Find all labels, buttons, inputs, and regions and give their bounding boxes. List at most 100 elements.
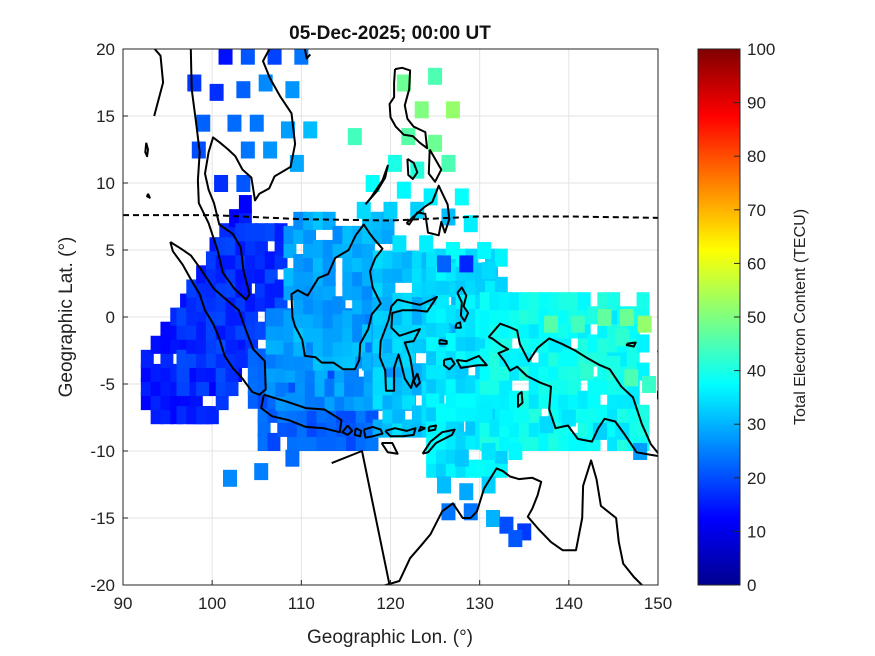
tec-cell xyxy=(465,319,479,338)
coastline xyxy=(625,341,637,348)
tec-cell xyxy=(283,282,297,301)
tec-cell xyxy=(548,390,562,409)
tec-cell xyxy=(322,324,336,343)
tec-cell xyxy=(445,242,460,259)
tec-cell xyxy=(334,392,348,411)
tec-cell xyxy=(215,307,229,326)
tec-cell xyxy=(593,422,608,440)
chart-title: 05-Dec-2025; 00:00 UT xyxy=(289,23,491,44)
tec-cell xyxy=(150,335,164,354)
coastline xyxy=(353,427,363,438)
tec-cell xyxy=(426,403,440,422)
coastline xyxy=(388,66,429,150)
tec-cell xyxy=(587,306,601,325)
tec-cell xyxy=(607,390,621,409)
tec-cell xyxy=(426,389,440,408)
tec-cell xyxy=(410,201,425,219)
tec-cell xyxy=(577,432,591,451)
tec-cell xyxy=(455,333,469,352)
tec-cell xyxy=(236,81,251,99)
tec-cell xyxy=(414,101,429,119)
x-tick-label: 100 xyxy=(198,594,226,613)
tec-cell xyxy=(196,265,210,284)
coastline xyxy=(470,459,644,585)
tec-cell xyxy=(214,175,229,192)
tec-cell xyxy=(283,352,297,371)
tec-cell xyxy=(445,389,459,408)
tec-cell xyxy=(538,376,552,395)
tec-cell xyxy=(283,239,297,259)
tec-cell xyxy=(352,296,366,315)
tec-cell xyxy=(561,409,576,427)
tec-cell xyxy=(322,254,336,273)
tec-cell xyxy=(435,319,449,338)
tec-cell xyxy=(353,378,367,397)
tec-cell xyxy=(518,320,532,339)
tec-cell xyxy=(567,292,581,311)
tec-cell xyxy=(499,292,513,311)
tec-cell xyxy=(479,292,493,311)
tec-cell xyxy=(528,320,542,339)
tec-cell xyxy=(312,282,326,301)
tec-cell xyxy=(176,349,190,368)
tec-cell xyxy=(616,390,630,409)
tec-cell xyxy=(465,375,479,394)
tec-cell xyxy=(455,375,469,394)
tec-cell xyxy=(322,239,336,259)
tec-cell xyxy=(465,403,479,422)
tec-cell xyxy=(402,264,416,283)
tec-cell xyxy=(254,279,268,298)
tec-cell xyxy=(140,392,154,411)
tec-cell xyxy=(454,188,469,206)
tec-cell xyxy=(475,459,489,478)
tec-cell xyxy=(624,369,639,387)
tec-cell xyxy=(303,211,317,230)
tec-cell xyxy=(344,378,358,397)
tec-cell xyxy=(597,334,611,353)
tec-cell xyxy=(186,279,200,298)
tec-cell xyxy=(372,377,386,396)
tec-cell xyxy=(303,268,317,287)
tec-cell xyxy=(322,211,336,230)
colorbar-tick-label: 70 xyxy=(747,201,766,220)
tec-cell xyxy=(280,121,295,139)
tec-cell xyxy=(570,315,585,333)
tec-cell xyxy=(479,306,493,325)
tec-cell xyxy=(150,363,164,382)
tec-cell xyxy=(577,404,591,423)
tec-cell xyxy=(186,406,200,425)
coastline xyxy=(144,142,149,158)
tec-cell xyxy=(322,268,336,287)
tec-cell xyxy=(238,209,252,228)
tec-cell xyxy=(170,392,184,411)
tec-cell xyxy=(342,254,356,273)
coastline xyxy=(146,193,151,199)
tec-cell xyxy=(382,264,396,283)
tec-cell xyxy=(528,404,542,423)
tec-cell xyxy=(264,251,278,270)
tec-cell xyxy=(293,296,307,315)
tec-cell xyxy=(361,324,375,343)
tec-cell xyxy=(326,418,340,437)
tec-cell xyxy=(426,333,440,352)
tec-cell xyxy=(361,225,375,244)
tec-cell xyxy=(176,363,190,382)
tec-cell xyxy=(475,276,489,295)
tec-cell xyxy=(477,242,492,259)
tec-cell xyxy=(619,309,634,326)
tec-cell xyxy=(637,315,652,333)
tec-cell xyxy=(334,378,348,397)
tec-cell xyxy=(411,377,425,396)
tec-cell xyxy=(257,432,271,451)
coastline xyxy=(362,425,384,439)
coastline xyxy=(331,450,391,585)
colorbar-tick-label: 80 xyxy=(747,147,766,166)
tec-cell xyxy=(205,307,219,326)
tec-cell xyxy=(254,321,268,340)
tec-cell xyxy=(465,431,479,450)
coastline xyxy=(454,321,462,329)
tec-cell xyxy=(140,349,154,368)
tec-cell xyxy=(160,349,174,368)
tec-cell xyxy=(396,74,411,92)
tec-cell xyxy=(479,418,493,437)
